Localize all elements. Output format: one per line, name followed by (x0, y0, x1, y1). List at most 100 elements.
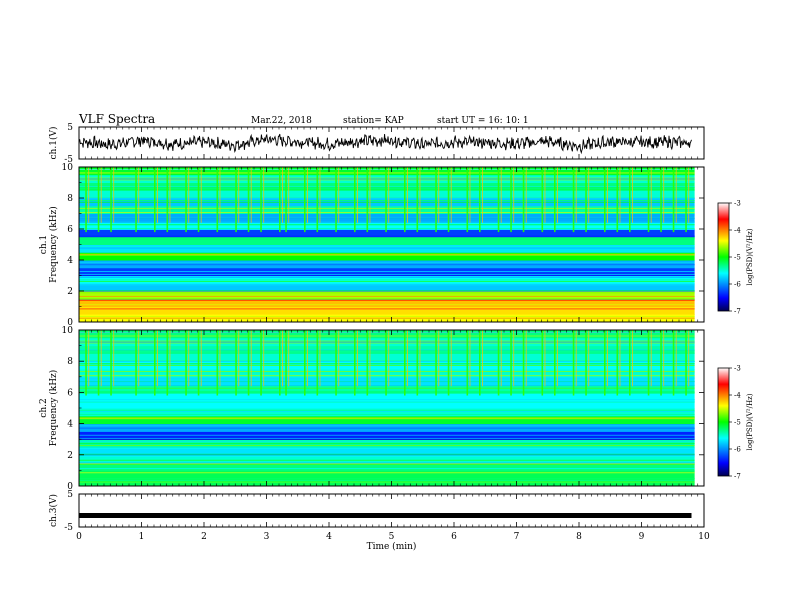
sferic-spike (219, 330, 221, 387)
y-axis-label: ch.1(V) (48, 127, 59, 160)
x-tick-label: 9 (639, 532, 645, 542)
y-tick-label: 8 (67, 194, 73, 204)
spectrogram-line (79, 462, 695, 464)
sferic-spike (675, 330, 677, 387)
sferic-spike (319, 167, 321, 223)
plot-frame (78, 126, 705, 160)
sferic-spike (263, 330, 265, 387)
spectrogram-line (79, 235, 695, 237)
sferic-spike (629, 167, 631, 233)
y-tick-label: 4 (67, 256, 73, 266)
spectrogram-line (79, 237, 695, 239)
sferic-spike (557, 330, 558, 387)
spectrogram-line (79, 411, 695, 412)
x-tick-label: 5 (389, 532, 395, 542)
sferic-spike (250, 167, 252, 223)
y-tick-label: 10 (62, 326, 74, 336)
sferic-spike (497, 330, 500, 396)
sferic-spike (166, 167, 169, 233)
sferic-spike (407, 330, 408, 387)
sferic-spike (100, 330, 102, 387)
sferic-spike (354, 167, 356, 233)
spectrogram-line (79, 414, 695, 416)
sferic-spike (288, 167, 290, 223)
colorbar-tick-label: -4 (734, 227, 741, 235)
spectrogram-line (79, 409, 695, 411)
sferic-spike (282, 167, 283, 223)
sferic-spike (307, 330, 308, 387)
sferic-spike (466, 167, 469, 233)
sferic-spike (435, 167, 437, 233)
sferic-spike (416, 167, 419, 233)
sferic-spike (169, 330, 171, 387)
sferic-spike (554, 330, 556, 396)
sferic-spike (238, 330, 240, 387)
sferic-spike (513, 330, 515, 387)
spectrogram-line (79, 471, 695, 473)
spectrogram-band (79, 400, 695, 409)
figure-title: VLF Spectra (78, 112, 155, 126)
sferic-spike (88, 330, 90, 387)
sferic-spike (419, 167, 421, 223)
sferic-spike (647, 167, 650, 233)
spectrogram-band (79, 306, 695, 315)
x-tick-label: 2 (201, 532, 207, 542)
sferic-spike (135, 330, 137, 396)
sferic-spike (388, 330, 390, 387)
spectrogram-line (79, 478, 695, 479)
sferic-spike (235, 167, 237, 233)
y-axis-label: Frequency (kHz) (48, 206, 59, 283)
spectrogram-line (79, 247, 695, 249)
spectrogram-band (79, 252, 695, 261)
sferic-spike (188, 330, 190, 387)
spectrogram-line (79, 459, 695, 461)
spectrogram-line (79, 453, 695, 455)
header-station: station= KAP (343, 116, 404, 126)
sferic-spike (197, 330, 200, 396)
sferic-spike (604, 330, 606, 396)
spectrogram-line (79, 290, 695, 292)
y-axis-label: ch.3(V) (48, 494, 59, 527)
ch1-spectrogram-panel: 0 2 4 6 8 10 ch.1 Frequency (kHz) (39, 163, 705, 328)
sferic-spike (138, 330, 140, 387)
y-axis-label: ch.2 (39, 398, 49, 417)
sferic-spike (200, 330, 202, 387)
sferic-spike (285, 167, 287, 233)
ch1-waveform-line (78, 133, 692, 155)
sferic-spike (607, 167, 608, 223)
sferic-spike (650, 167, 652, 223)
sferic-spike (100, 167, 102, 223)
sferic-spike (135, 167, 137, 233)
ch3-waveform-panel: 5 -50 1 2 3 4 5 6 7 8 9 10 ch.3(V) Time (min) (48, 490, 710, 552)
spectrogram-line (79, 456, 695, 458)
spectrogram-line (79, 308, 695, 310)
spectrogram-band (79, 470, 695, 479)
sferic-spike (279, 167, 281, 233)
sferic-spike (510, 167, 512, 233)
sferic-spike (416, 330, 419, 396)
sferic-spike (522, 167, 525, 233)
sferic-spike (338, 167, 340, 223)
sferic-spike (572, 167, 575, 233)
sferic-spike (154, 330, 156, 396)
sferic-spike (154, 167, 156, 233)
spectrogram-line (79, 399, 695, 400)
spectrogram-band (79, 454, 695, 464)
sferic-spike (438, 330, 440, 387)
colorbar-tick-label: -4 (734, 392, 741, 400)
sferic-spike (197, 167, 200, 233)
sferic-spike (447, 167, 450, 233)
spectrogram-line (79, 279, 695, 281)
sferic-spike (525, 167, 527, 223)
sferic-spike (685, 167, 687, 233)
spectrogram-band (79, 447, 695, 456)
x-tick-label: 4 (326, 532, 332, 542)
sferic-spike (388, 167, 390, 223)
sferic-spike (513, 167, 515, 223)
sferic-spike (185, 167, 187, 233)
sferic-spike (110, 167, 112, 233)
spectrogram-line (79, 275, 695, 277)
sferic-spike (113, 167, 115, 223)
x-tick-label: 6 (451, 532, 457, 542)
sferic-spike (575, 330, 577, 387)
